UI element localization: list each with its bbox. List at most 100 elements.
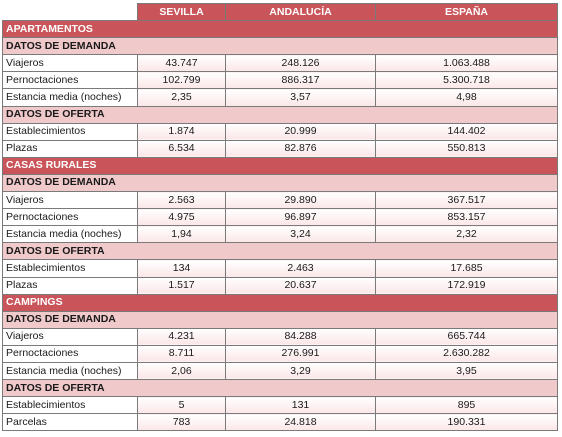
- value-espana: 550.813: [375, 139, 558, 158]
- value-andalucia: 2.463: [225, 259, 376, 278]
- table-row: Estancia media (noches) 2,35 3,57 4,98: [2, 88, 558, 107]
- group-row: DATOS DE OFERTA: [2, 379, 558, 398]
- row-label: Pernoctaciones: [2, 71, 138, 90]
- table-row: Viajeros 2.563 29.890 367.517: [2, 191, 558, 210]
- value-andalucia: 20.999: [225, 122, 376, 141]
- value-espana: 3,95: [375, 361, 558, 381]
- value-sevilla: 6.534: [137, 139, 226, 158]
- value-espana: 895: [375, 396, 558, 415]
- table-body: SEVILLA ANDALUCÍA ESPAÑA APARTAMENTOS DAT…: [2, 2, 558, 432]
- row-label: Plazas: [2, 139, 138, 158]
- group-title: DATOS DE OFERTA: [2, 105, 558, 124]
- group-title: DATOS DE DEMANDA: [2, 310, 558, 329]
- section-row: CAMPINGS: [2, 293, 558, 312]
- value-espana: 367.517: [375, 191, 558, 210]
- table-row: Parcelas 783 24.818 190.331: [2, 413, 558, 432]
- table-row: Establecimientos 5 131 895: [2, 396, 558, 415]
- tourism-stats-table: SEVILLA ANDALUCÍA ESPAÑA APARTAMENTOS DAT…: [2, 2, 558, 432]
- value-sevilla: 5: [137, 396, 226, 415]
- value-sevilla: 8.711: [137, 344, 226, 363]
- value-sevilla: 2.563: [137, 191, 226, 210]
- value-espana: 2,32: [375, 225, 558, 244]
- row-label: Establecimientos: [2, 122, 138, 141]
- value-sevilla: 4.231: [137, 327, 226, 346]
- group-title: DATOS DE OFERTA: [2, 379, 558, 398]
- group-title: DATOS DE DEMANDA: [2, 37, 558, 56]
- value-andalucia: 84.288: [225, 327, 376, 346]
- group-row: DATOS DE DEMANDA: [2, 173, 558, 193]
- value-espana: 665.744: [375, 327, 558, 346]
- row-label: Viajeros: [2, 327, 138, 346]
- header-row: SEVILLA ANDALUCÍA ESPAÑA: [2, 2, 558, 22]
- group-row: DATOS DE OFERTA: [2, 105, 558, 124]
- row-label: Estancia media (noches): [2, 88, 138, 107]
- row-label: Establecimientos: [2, 396, 138, 415]
- value-andalucia: 3,57: [225, 88, 376, 107]
- value-andalucia: 82.876: [225, 139, 376, 158]
- header-corner: [2, 2, 138, 22]
- value-andalucia: 20.637: [225, 276, 376, 295]
- row-label: Estancia media (noches): [2, 361, 138, 381]
- value-espana: 853.157: [375, 208, 558, 227]
- section-row: CASAS RURALES: [2, 156, 558, 175]
- table-row: Establecimientos 134 2.463 17.685: [2, 259, 558, 278]
- value-sevilla: 1.874: [137, 122, 226, 141]
- value-espana: 4,98: [375, 88, 558, 107]
- section-title: CAMPINGS: [2, 293, 558, 312]
- value-andalucia: 131: [225, 396, 376, 415]
- group-row: DATOS DE DEMANDA: [2, 310, 558, 329]
- value-espana: 1.063.488: [375, 54, 558, 73]
- table-row: Pernoctaciones 102.799 886.317 5.300.718: [2, 71, 558, 90]
- section-row: APARTAMENTOS: [2, 20, 558, 39]
- value-sevilla: 1.517: [137, 276, 226, 295]
- row-label: Plazas: [2, 276, 138, 295]
- table-row: Estancia media (noches) 2,06 3,29 3,95: [2, 361, 558, 381]
- value-espana: 17.685: [375, 259, 558, 278]
- value-andalucia: 29.890: [225, 191, 376, 210]
- group-row: DATOS DE DEMANDA: [2, 37, 558, 56]
- table-row: Plazas 6.534 82.876 550.813: [2, 139, 558, 158]
- table-row: Pernoctaciones 4.975 96.897 853.157: [2, 208, 558, 227]
- value-sevilla: 783: [137, 413, 226, 432]
- value-sevilla: 102.799: [137, 71, 226, 90]
- table-row: Viajeros 43.747 248.126 1.063.488: [2, 54, 558, 73]
- value-andalucia: 3,29: [225, 361, 376, 381]
- value-andalucia: 24.818: [225, 413, 376, 432]
- table-row: Viajeros 4.231 84.288 665.744: [2, 327, 558, 346]
- row-label: Viajeros: [2, 191, 138, 210]
- value-andalucia: 248.126: [225, 54, 376, 73]
- value-sevilla: 4.975: [137, 208, 226, 227]
- table-row: Plazas 1.517 20.637 172.919: [2, 276, 558, 295]
- row-label: Pernoctaciones: [2, 344, 138, 363]
- row-label: Pernoctaciones: [2, 208, 138, 227]
- row-label: Parcelas: [2, 413, 138, 432]
- header-andalucia: ANDALUCÍA: [225, 2, 376, 22]
- value-andalucia: 3,24: [225, 225, 376, 244]
- table-row: Establecimientos 1.874 20.999 144.402: [2, 122, 558, 141]
- row-label: Establecimientos: [2, 259, 138, 278]
- table-row: Estancia media (noches) 1,94 3,24 2,32: [2, 225, 558, 244]
- header-sevilla: SEVILLA: [137, 2, 226, 22]
- value-espana: 190.331: [375, 413, 558, 432]
- value-andalucia: 96.897: [225, 208, 376, 227]
- section-title: APARTAMENTOS: [2, 20, 558, 39]
- value-sevilla: 2,06: [137, 361, 226, 381]
- value-espana: 172.919: [375, 276, 558, 295]
- value-andalucia: 276.991: [225, 344, 376, 363]
- section-title: CASAS RURALES: [2, 156, 558, 175]
- table-row: Pernoctaciones 8.711 276.991 2.630.282: [2, 344, 558, 363]
- header-espana: ESPAÑA: [375, 2, 558, 22]
- value-sevilla: 1,94: [137, 225, 226, 244]
- value-espana: 2.630.282: [375, 344, 558, 363]
- value-sevilla: 2,35: [137, 88, 226, 107]
- row-label: Viajeros: [2, 54, 138, 73]
- value-espana: 144.402: [375, 122, 558, 141]
- value-sevilla: 43.747: [137, 54, 226, 73]
- value-sevilla: 134: [137, 259, 226, 278]
- value-espana: 5.300.718: [375, 71, 558, 90]
- group-row: DATOS DE OFERTA: [2, 242, 558, 261]
- group-title: DATOS DE DEMANDA: [2, 173, 558, 193]
- row-label: Estancia media (noches): [2, 225, 138, 244]
- group-title: DATOS DE OFERTA: [2, 242, 558, 261]
- value-andalucia: 886.317: [225, 71, 376, 90]
